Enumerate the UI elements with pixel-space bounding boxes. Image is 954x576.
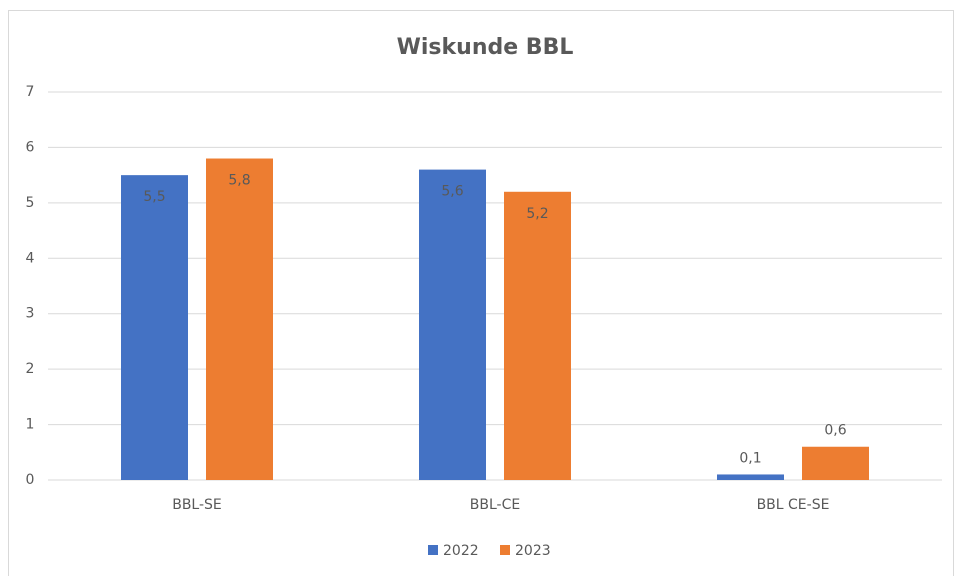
data-label: 0,1 [739,450,761,466]
y-tick-label: 6 [26,139,35,155]
data-label: 0,6 [824,423,846,439]
bar [419,169,486,480]
y-tick-label: 7 [26,84,35,100]
y-tick-label: 2 [26,361,35,377]
bar [504,191,571,480]
bar [802,446,869,480]
x-tick-label: BBL-CE [470,497,520,513]
data-label: 5,8 [228,173,250,189]
legend-label: 2022 [443,543,479,559]
data-label: 5,2 [526,206,548,222]
x-tick-label: BBL-SE [172,497,222,513]
y-tick-label: 0 [26,472,35,488]
legend-swatch [500,545,510,555]
y-tick-label: 3 [26,306,35,322]
x-tick-label: BBL CE-SE [757,497,830,513]
data-label: 5,6 [441,184,463,200]
chart-title: Wiskunde BBL [397,35,574,60]
y-tick-label: 5 [26,195,35,211]
bar [206,158,273,480]
data-label: 5,5 [143,189,165,205]
legend-swatch [428,545,438,555]
bar [717,474,784,480]
y-tick-label: 1 [26,417,35,433]
bar [121,175,188,480]
legend-label: 2023 [515,543,551,559]
y-tick-label: 4 [26,250,35,266]
